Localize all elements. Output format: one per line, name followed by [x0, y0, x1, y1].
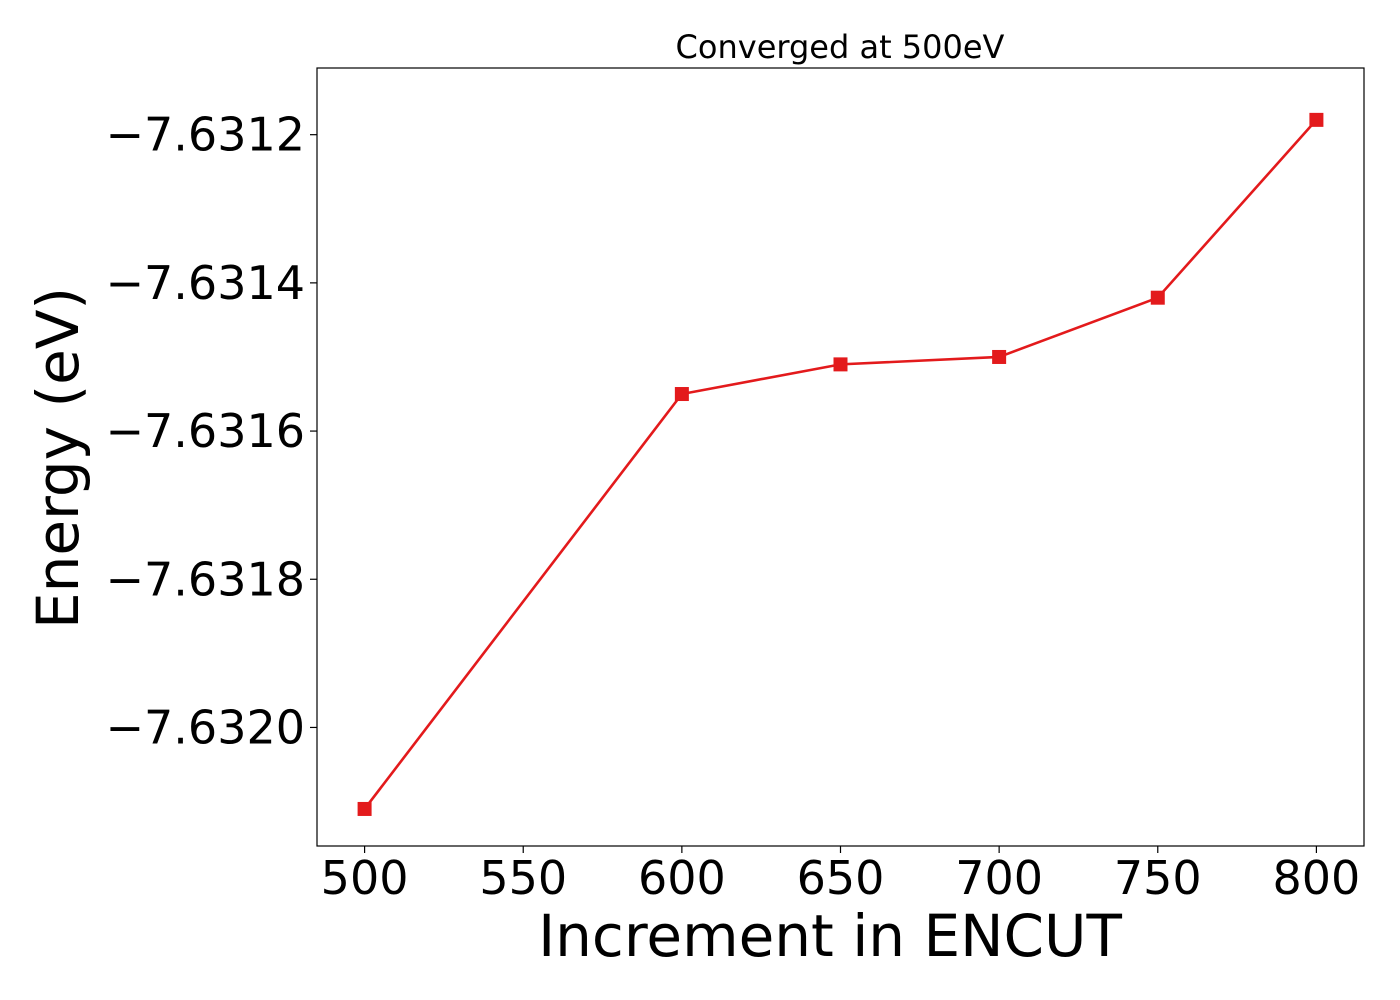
- chart-title: Converged at 500eV: [676, 28, 1005, 66]
- x-axis-label: Increment in ENCUT: [538, 902, 1122, 970]
- data-point-marker: [1309, 112, 1324, 127]
- data-point-marker: [1150, 290, 1165, 305]
- plot-frame: [316, 67, 1365, 847]
- x-tick-label: 700: [955, 851, 1043, 905]
- y-tick-label: −7.6314: [106, 256, 306, 310]
- data-point-marker: [833, 357, 848, 372]
- series-layer: [357, 112, 1324, 816]
- y-tick-label: −7.6312: [106, 108, 306, 162]
- x-tick-label: 650: [797, 851, 885, 905]
- x-tick-label: 750: [1114, 851, 1202, 905]
- y-axis: −7.6312 −7.6314 −7.6316 −7.6318 −7.6320: [106, 108, 317, 754]
- data-point-marker: [357, 801, 372, 816]
- x-tick-label: 550: [479, 851, 567, 905]
- x-tick-label: 500: [321, 851, 409, 905]
- y-tick-label: −7.6318: [106, 552, 306, 606]
- y-tick-label: −7.6320: [106, 700, 306, 754]
- x-tick-label: 600: [638, 851, 726, 905]
- y-tick-label: −7.6316: [106, 404, 306, 458]
- data-point-marker: [992, 349, 1007, 364]
- data-point-marker: [674, 387, 689, 402]
- y-axis-label: Energy (eV): [24, 287, 92, 629]
- x-tick-label: 800: [1273, 851, 1361, 905]
- series-line: [363, 119, 1318, 810]
- x-axis: 500 550 600 650 700 750 800: [321, 846, 1361, 905]
